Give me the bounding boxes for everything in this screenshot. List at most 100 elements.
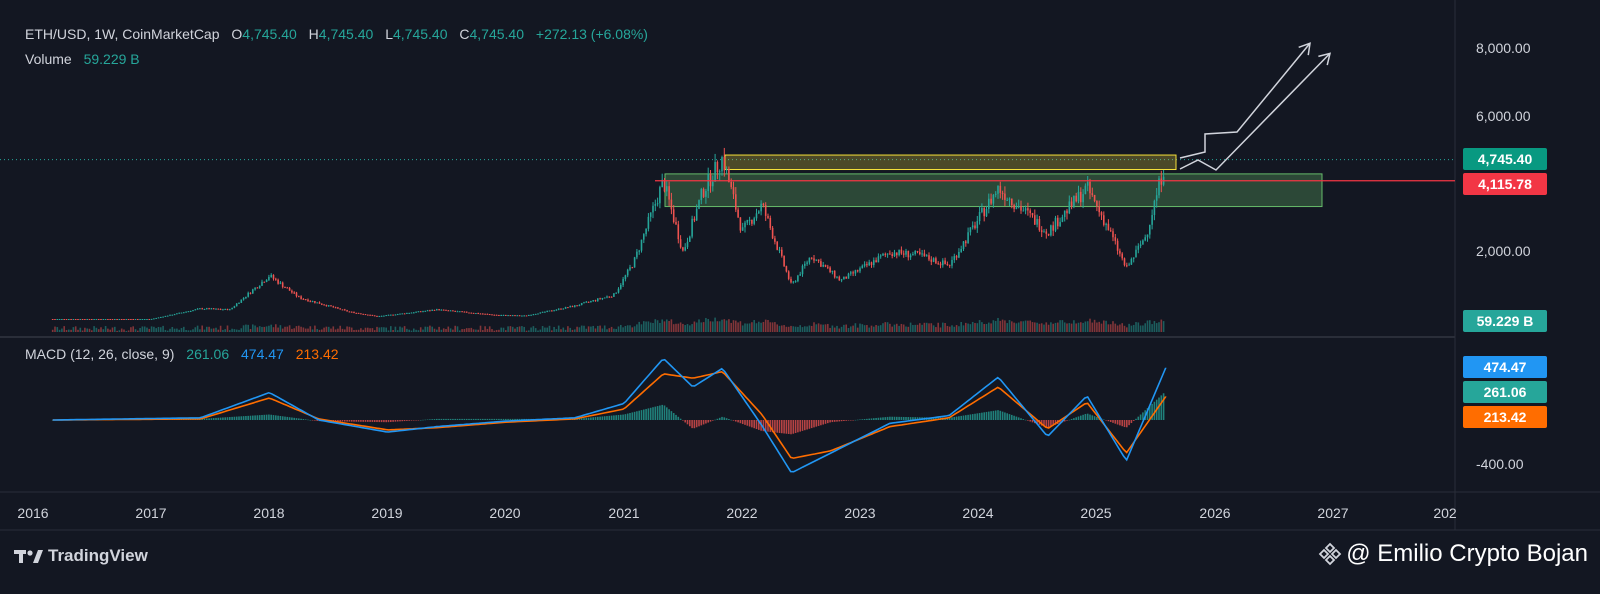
volume-bar: [242, 325, 245, 332]
candle-body: [824, 264, 827, 267]
candle-body: [845, 276, 847, 279]
volume-bar: [1116, 325, 1119, 332]
volume-bar: [210, 328, 213, 332]
volume-bar: [406, 328, 408, 332]
candle-body: [1082, 194, 1084, 203]
volume-bar: [337, 328, 339, 332]
volume-bar: [426, 326, 429, 332]
macd-histogram-bar: [429, 419, 431, 420]
macd-histogram-bar: [362, 420, 364, 422]
candle-body: [1109, 230, 1112, 232]
candle-body: [971, 225, 974, 228]
volume-bar: [291, 328, 293, 332]
macd-histogram-bar: [426, 419, 429, 421]
volume-bar: [286, 326, 289, 332]
candle-body: [613, 293, 615, 297]
volume-bar: [679, 322, 682, 332]
volume-bar: [640, 324, 643, 332]
candle-body: [1130, 258, 1133, 265]
candle-body: [222, 309, 224, 311]
volume-bar: [493, 330, 496, 332]
macd-histogram-bar: [691, 420, 693, 429]
volume-bar: [815, 324, 818, 332]
macd-histogram-bar: [840, 420, 843, 422]
candle-body: [169, 314, 171, 316]
tradingview-icon: [14, 550, 43, 563]
volume-bar: [693, 321, 696, 332]
volume-bar: [380, 327, 383, 332]
candle-body: [806, 262, 808, 264]
volume-bar: [544, 327, 546, 332]
macd-histogram-bar: [792, 420, 795, 434]
candle-body: [364, 314, 367, 316]
volume-bar: [1054, 322, 1057, 332]
candle-body: [994, 193, 997, 195]
volume-bar: [369, 328, 371, 332]
candle-body: [930, 259, 933, 262]
candle-body: [1038, 219, 1041, 231]
volume-bar: [51, 329, 54, 332]
macd-label[interactable]: MACD (12, 26, close, 9): [25, 346, 175, 362]
macd-histogram-bar: [263, 414, 266, 420]
candle-body: [1089, 181, 1091, 194]
volume-bar: [725, 320, 728, 332]
candle-body: [203, 308, 206, 310]
candle-body: [988, 198, 990, 209]
macd-histogram-bar: [905, 416, 907, 420]
candle-body: [293, 292, 295, 294]
macd-histogram-bar: [1050, 420, 1052, 427]
macd-histogram-bar: [859, 419, 861, 420]
candle-body: [691, 218, 693, 237]
volume-bar: [180, 328, 183, 332]
symbol-label[interactable]: ETH/USD, 1W, CoinMarketCap: [25, 26, 220, 42]
macd-histogram-bar: [1135, 418, 1137, 420]
volume-bar: [344, 329, 346, 332]
volume-bar: [199, 329, 201, 332]
volume-bar: [748, 323, 751, 332]
candle-body: [123, 318, 125, 320]
candle-body: [254, 287, 256, 290]
volume-label[interactable]: Volume: [25, 51, 72, 67]
volume-bar: [528, 330, 530, 332]
volume-bar: [84, 327, 86, 332]
volume-bar: [281, 328, 284, 332]
candle-body: [792, 281, 795, 283]
candle-body: [631, 267, 634, 269]
macd-histogram-bar: [583, 418, 585, 420]
macd-histogram-bar: [978, 413, 981, 420]
macd-histogram-bar: [1013, 415, 1015, 420]
volume-bar: [555, 329, 558, 332]
candle-body: [521, 315, 523, 317]
volume-bar: [514, 328, 516, 332]
candle-body: [866, 264, 868, 266]
candle-body: [463, 311, 466, 313]
volume-bar: [367, 327, 369, 332]
macd-histogram-bar: [712, 420, 714, 421]
volume-bar: [104, 326, 107, 332]
volume-bar: [302, 327, 305, 332]
candle-body: [891, 254, 893, 257]
macd-histogram-bar: [684, 420, 686, 423]
volume-bar: [590, 326, 592, 332]
candle-body: [1100, 212, 1103, 216]
candle-body: [831, 270, 834, 273]
macd-histogram-bar: [514, 418, 516, 420]
volume-bar: [843, 324, 845, 332]
volume-bar: [919, 323, 921, 332]
candle-body: [544, 311, 546, 313]
candle-body: [877, 256, 880, 263]
candle-body: [486, 313, 489, 315]
candle-body: [997, 185, 999, 194]
candle-body: [967, 232, 969, 244]
candle-body: [875, 260, 877, 263]
tradingview-logo[interactable]: TradingView: [14, 546, 148, 566]
volume-bar: [608, 328, 611, 332]
candle-body: [258, 285, 261, 288]
candle-body: [551, 310, 553, 312]
macd-histogram-bar: [799, 420, 801, 432]
candle-body: [433, 309, 436, 311]
volume-bar: [808, 325, 811, 332]
macd-histogram-bar: [417, 420, 420, 421]
volume-bar: [601, 328, 604, 332]
